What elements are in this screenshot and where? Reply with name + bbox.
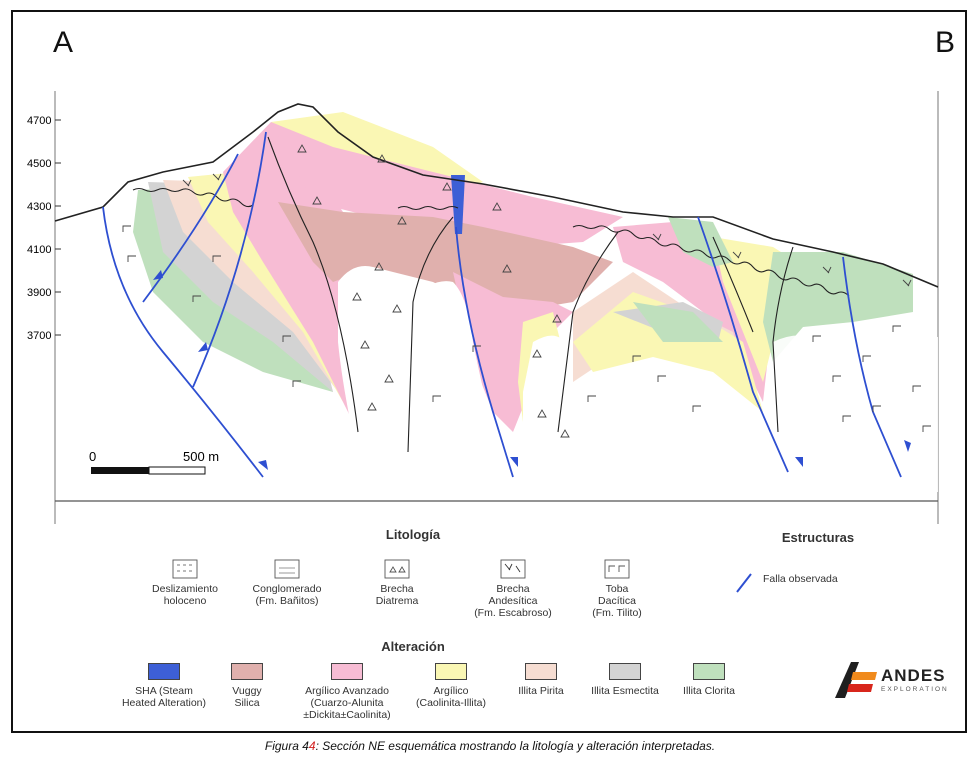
arrow-2 — [198, 342, 208, 352]
window-3 — [523, 335, 570, 452]
logo-subtitle: EXPLORATION — [881, 686, 949, 693]
legend-label-argilico-avanzado: Argílico Avanzado (Cuarzo-Alunita ±Dicki… — [303, 685, 391, 721]
corner-label-b: B — [935, 26, 955, 59]
swatch-illita-pirita — [525, 663, 557, 680]
lithology-legend-symbols — [172, 559, 630, 579]
swatch-argilico — [435, 663, 467, 680]
caption-prefix: Figura 4 — [264, 739, 309, 753]
topographic-surface — [54, 103, 939, 288]
scale-bar-black — [91, 467, 149, 474]
andes-logo-mark — [835, 662, 877, 698]
zone-argilico-left — [188, 172, 343, 402]
geologic-contacts — [267, 136, 794, 453]
legend-label-conglomerado: Conglomerado (Fm. Bañitos) — [252, 583, 322, 607]
legend-label-argilico: Argílico (Caolinita-Illita) — [415, 685, 487, 709]
caption-text: : Sección NE esquemática mostrando la li… — [315, 739, 716, 753]
cross-section-diagram: 4700 4500 4300 4100 3900 3700 — [27, 26, 955, 593]
scale-bar: 0 500 m — [89, 449, 219, 475]
legend-label-deslizamiento: Deslizamiento holoceno — [152, 583, 218, 607]
legend-label-sha: SHA (Steam Heated Alteration) — [121, 685, 207, 709]
legend-label-brecha-andesitica: Brecha Andesítica (Fm. Escabroso) — [474, 583, 552, 619]
legend-label-toba-dacitica: Toba Dacítica (Fm. Tilito) — [592, 583, 642, 619]
symbol-brecha-diatrema — [384, 559, 410, 579]
tick-label-4300: 4300 — [27, 201, 51, 213]
arrow-1 — [153, 270, 163, 280]
fault-6 — [842, 256, 902, 478]
tick-label-3900: 3900 — [27, 287, 51, 299]
swatch-illita-clorita — [693, 663, 725, 680]
swatch-argilico-avanzado — [331, 663, 363, 680]
lithology-title: Litología — [385, 527, 441, 542]
caption-highlight: 4 — [308, 739, 316, 753]
arrow-3 — [258, 460, 268, 470]
zone-illita-clorita-far-right — [668, 217, 733, 267]
tick-label-4500: 4500 — [27, 158, 51, 170]
alteration-title: Alteración — [381, 639, 445, 654]
legend-label-illita-esmectita: Illita Esmectita — [591, 685, 659, 697]
zone-arg-avanzado-lower — [453, 272, 573, 432]
swatch-vuggy — [231, 663, 263, 680]
scale-end-label: 500 m — [183, 449, 219, 464]
legend-label-brecha-diatrema: Brecha Diatrema — [375, 583, 419, 607]
legend-label-vuggy: Vuggy Silica — [232, 685, 262, 709]
symbol-brecha-andesitica — [500, 559, 526, 579]
symbol-deslizamiento — [172, 559, 198, 579]
falla-legend-line — [736, 573, 752, 593]
swatch-illita-esmectita — [609, 663, 641, 680]
fault-5 — [697, 216, 789, 473]
figure-frame: 4700 4500 4300 4100 3900 3700 — [11, 10, 967, 733]
legend-label-illita-clorita: Illita Clorita — [683, 685, 735, 697]
legend-label-falla: Falla observada — [763, 573, 838, 585]
tick-label-4100: 4100 — [27, 244, 51, 256]
arrow-5 — [795, 457, 803, 467]
figure-caption: Figura 44: Sección NE esquemática mostra… — [0, 739, 980, 753]
fault-1 — [102, 206, 264, 478]
unconformity-line — [132, 187, 850, 297]
corner-label-a: A — [53, 26, 73, 59]
fault-4 — [455, 226, 514, 478]
legend-label-illita-pirita: Illita Pirita — [518, 685, 564, 697]
zone-illita-pirita-left — [163, 180, 338, 392]
symbol-conglomerado — [274, 559, 300, 579]
swatch-sha — [148, 663, 180, 680]
structures-title: Estructuras — [781, 530, 855, 545]
fault-arrows — [153, 270, 911, 470]
logo-name: ANDES — [881, 666, 946, 685]
tick-label-4700: 4700 — [27, 115, 51, 127]
symbol-toba-dacitica — [604, 559, 630, 579]
zone-arg-avanzado-central — [271, 122, 623, 247]
window-2 — [408, 281, 503, 472]
arrow-4 — [510, 457, 518, 467]
lithology-symbols — [122, 144, 931, 438]
faults — [102, 131, 902, 478]
zone-illita-clorita-right — [633, 302, 723, 342]
arrow-6 — [904, 440, 911, 452]
scale-start-label: 0 — [89, 449, 96, 464]
fault-2 — [142, 153, 239, 303]
zone-vuggy-central — [278, 202, 613, 312]
tick-label-3700: 3700 — [27, 330, 51, 342]
fault-3 — [192, 131, 267, 388]
zone-sha — [451, 175, 465, 234]
elevation-axis: 4700 4500 4300 4100 3900 3700 — [27, 115, 61, 342]
window-4 — [773, 335, 938, 492]
zone-argilico-right — [573, 292, 763, 412]
scale-bar-white — [148, 466, 206, 475]
zone-illita-clorita-east — [763, 252, 913, 362]
window-1 — [338, 266, 408, 457]
